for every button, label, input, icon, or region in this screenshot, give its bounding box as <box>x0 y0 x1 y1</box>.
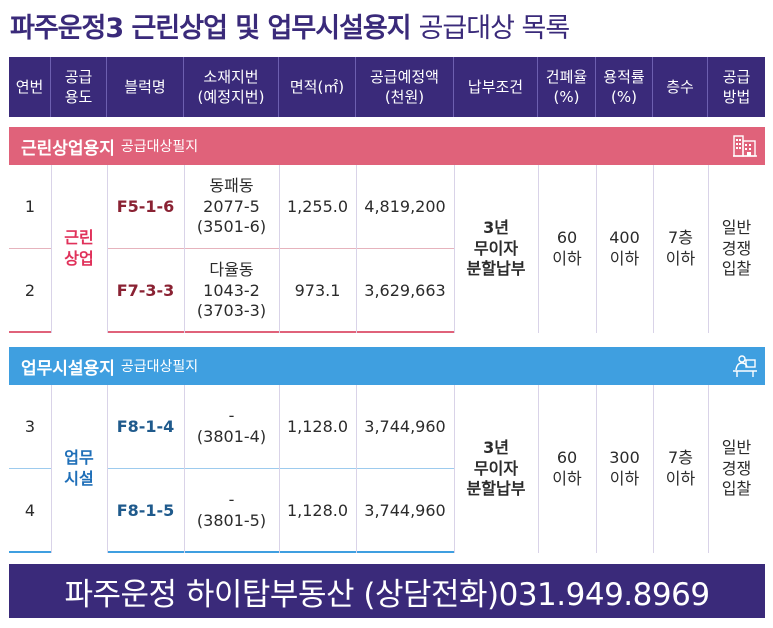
cell-coverage: 60 이하 <box>538 385 596 553</box>
divider <box>107 385 108 553</box>
cell-area: 1,255.0 <box>286 196 349 216</box>
table-row: 3 F8-1-4 - (3801-4) 1,128.0 3,744,960 <box>9 385 765 469</box>
building-icon <box>733 135 757 157</box>
cell-method: 일반 경쟁 입찰 <box>708 165 765 333</box>
divider <box>653 165 654 333</box>
section-bar-retail: 근린상업용지 공급대상필지 <box>9 127 765 165</box>
contact-footer: 파주운정 하이탑부동산 (상담전화)031.949.8969 <box>9 564 765 618</box>
cell-no: 4 <box>24 500 36 520</box>
divider <box>454 165 455 333</box>
cell-area: 973.1 <box>294 280 341 300</box>
section-bar-office: 업무시설용지 공급대상필지 <box>9 347 765 385</box>
divider <box>356 385 357 553</box>
office-worker-icon <box>733 355 757 377</box>
header-method: 공급 방법 <box>722 67 751 106</box>
divider <box>596 385 597 553</box>
cell-address: - (3801-4) <box>196 406 267 446</box>
header-address: 소재지번 (예정지번) <box>184 57 279 117</box>
header-far: 용적률 (%) <box>596 57 653 117</box>
cell-block: F8-1-5 <box>116 500 175 520</box>
header-use: 공급 용도 <box>51 57 107 117</box>
office-table: 3 F8-1-4 - (3801-4) 1,128.0 3,744,960 4 … <box>9 385 765 553</box>
section-subtitle-office: 공급대상필지 <box>120 359 199 375</box>
header-coverage: 건폐율 (%) <box>538 57 596 117</box>
cell-address: 동패동 2077-5 (3501-6) <box>196 175 267 237</box>
divider <box>184 385 185 553</box>
divider <box>538 385 539 553</box>
table-row: 1 F5-1-6 동패동 2077-5 (3501-6) 1,255.0 4,8… <box>9 165 765 249</box>
divider <box>51 165 52 333</box>
cell-use-retail: 근린 상업 <box>51 165 107 333</box>
cell-no: 3 <box>24 416 36 436</box>
divider <box>51 385 52 553</box>
cell-far: 300 이하 <box>596 385 653 553</box>
cell-payment: 3년 무이자 분할납부 <box>454 385 538 553</box>
cell-price: 3,744,960 <box>364 500 446 520</box>
section-title-office: 업무시설용지 <box>21 358 115 379</box>
cell-far: 400 이하 <box>596 165 653 333</box>
cell-block: F5-1-6 <box>116 196 175 216</box>
cell-price: 3,629,663 <box>364 280 446 300</box>
title-main: 파주운정3 근린상업 및 업무시설용지 <box>10 13 412 44</box>
table-row: 2 F7-3-3 다율동 1043-2 (3703-3) 973.1 3,629… <box>9 249 765 333</box>
cell-address: 다율동 1043-2 (3703-3) <box>196 259 267 321</box>
cell-no: 1 <box>24 196 36 216</box>
section-title-retail: 근린상업용지 <box>21 138 115 159</box>
cell-block: F8-1-4 <box>116 416 175 436</box>
header-area: 면적(㎡) <box>279 57 356 117</box>
divider <box>454 385 455 553</box>
cell-coverage: 60 이하 <box>538 165 596 333</box>
divider <box>708 385 709 553</box>
cell-floors: 7층 이하 <box>653 165 708 333</box>
divider <box>184 165 185 333</box>
section-subtitle-retail: 공급대상필지 <box>120 139 199 155</box>
header-floors: 층수 <box>653 57 708 117</box>
cell-no: 2 <box>24 280 36 300</box>
cell-price: 3,744,960 <box>364 416 446 436</box>
divider <box>596 165 597 333</box>
cell-area: 1,128.0 <box>286 500 349 520</box>
divider <box>653 385 654 553</box>
divider <box>279 165 280 333</box>
cell-use-office: 업무 시설 <box>51 385 107 553</box>
divider <box>538 165 539 333</box>
title-sub: 공급대상 목록 <box>418 13 571 44</box>
table-row: 4 F8-1-5 - (3801-5) 1,128.0 3,744,960 <box>9 469 765 553</box>
header-price: 공급예정액 (천원) <box>356 57 454 117</box>
header-payment: 납부조건 <box>454 57 538 117</box>
cell-block: F7-3-3 <box>116 280 175 300</box>
retail-table: 1 F5-1-6 동패동 2077-5 (3501-6) 1,255.0 4,8… <box>9 165 765 333</box>
header-no: 연번 <box>9 57 51 117</box>
cell-price: 4,819,200 <box>364 196 446 216</box>
page-title: 파주운정3 근린상업 및 업무시설용지 공급대상 목록 <box>10 6 571 46</box>
divider <box>107 165 108 333</box>
cell-address: - (3801-5) <box>196 490 267 530</box>
cell-payment: 3년 무이자 분할납부 <box>454 165 538 333</box>
table-header: 연번 공급 용도 블럭명 소재지번 (예정지번) 면적(㎡) 공급예정액 (천원… <box>9 57 765 117</box>
header-block: 블럭명 <box>107 57 184 117</box>
divider <box>708 165 709 333</box>
divider <box>356 165 357 333</box>
divider <box>279 385 280 553</box>
cell-floors: 7층 이하 <box>653 385 708 553</box>
cell-method: 일반 경쟁 입찰 <box>708 385 765 553</box>
cell-area: 1,128.0 <box>286 416 349 436</box>
